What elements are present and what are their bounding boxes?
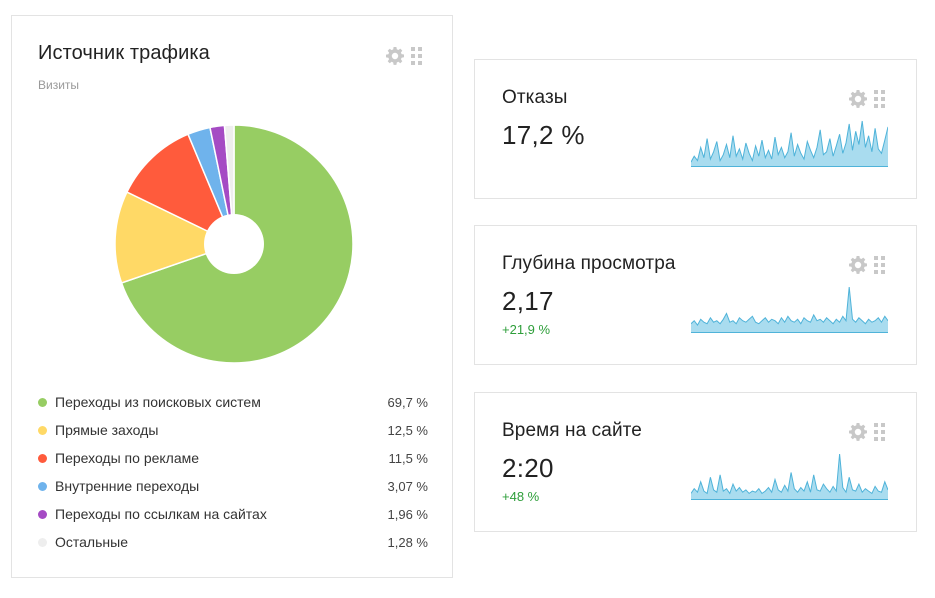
legend-percent: 1,28 % <box>387 534 428 550</box>
widget-tools <box>848 255 886 275</box>
legend-item[interactable]: Переходы по ссылкам на сайтах 1,96 % <box>38 500 428 528</box>
legend-label: Внутренние переходы <box>55 478 200 494</box>
pie-center-hole <box>204 214 264 274</box>
metric-delta: +21,9 % <box>502 322 551 337</box>
legend-percent: 3,07 % <box>387 478 428 494</box>
legend-color-dot <box>38 453 47 463</box>
legend-item[interactable]: Остальные 1,28 % <box>38 528 428 556</box>
pie-slice[interactable] <box>114 191 236 284</box>
page-depth-widget: Глубина просмотра 2,17 +21,9 % <box>474 225 917 365</box>
sparkline-line <box>691 286 888 327</box>
time-on-site-widget: Время на сайте 2:20 +48 % <box>474 392 917 532</box>
gear-icon[interactable] <box>848 422 868 442</box>
widget-title: Источник трафика <box>38 42 210 64</box>
bounce-rate-widget: Отказы 17,2 % <box>474 59 917 199</box>
widget-tools <box>385 46 423 66</box>
legend-label: Переходы из поисковых систем <box>55 394 261 410</box>
legend-color-dot <box>38 509 47 519</box>
traffic-pie-chart <box>114 124 354 364</box>
metric-delta: +48 % <box>502 489 540 504</box>
widget-title: Глубина просмотра <box>502 253 676 274</box>
legend-percent: 12,5 % <box>387 422 428 438</box>
legend-label: Переходы по ссылкам на сайтах <box>55 506 267 522</box>
legend-color-dot <box>38 537 47 547</box>
metric-value: 2:20 <box>502 453 554 483</box>
legend-color-dot <box>38 397 47 407</box>
metric-value: 2,17 <box>502 286 554 316</box>
drag-handle-icon[interactable] <box>874 423 886 441</box>
sparkline-line <box>691 453 888 495</box>
legend-item[interactable]: Переходы по рекламе 11,5 % <box>38 444 428 472</box>
widget-subtitle: Визиты <box>38 78 80 92</box>
metric-value: 17,2 % <box>502 120 585 150</box>
legend-percent: 69,7 % <box>387 394 428 410</box>
sparkline-chart <box>691 453 888 500</box>
gear-icon[interactable] <box>385 46 405 66</box>
legend-label: Прямые заходы <box>55 422 159 438</box>
pie-slice[interactable] <box>125 133 236 246</box>
sparkline-chart <box>691 120 888 167</box>
drag-handle-icon[interactable] <box>411 47 423 65</box>
widget-tools <box>848 89 886 109</box>
drag-handle-icon[interactable] <box>874 90 886 108</box>
widget-tools <box>848 422 886 442</box>
traffic-source-widget: Источник трафика Визиты Переходы из поис… <box>11 15 453 578</box>
widget-title: Время на сайте <box>502 420 642 441</box>
sparkline-area <box>691 287 888 333</box>
gear-icon[interactable] <box>848 255 868 275</box>
legend-item[interactable]: Переходы из поисковых систем 69,7 % <box>38 388 428 416</box>
gear-icon[interactable] <box>848 89 868 109</box>
legend-label: Остальные <box>55 534 128 550</box>
sparkline-chart <box>691 286 888 333</box>
drag-handle-icon[interactable] <box>874 256 886 274</box>
legend-label: Переходы по рекламе <box>55 450 200 466</box>
widget-title: Отказы <box>502 87 568 108</box>
legend-color-dot <box>38 481 47 491</box>
legend-item[interactable]: Внутренние переходы 3,07 % <box>38 472 428 500</box>
traffic-legend: Переходы из поисковых систем 69,7 % Прямы… <box>38 388 428 556</box>
legend-percent: 1,96 % <box>387 506 428 522</box>
legend-percent: 11,5 % <box>388 450 428 466</box>
legend-color-dot <box>38 425 47 435</box>
sparkline-line <box>691 120 888 163</box>
legend-item[interactable]: Прямые заходы 12,5 % <box>38 416 428 444</box>
